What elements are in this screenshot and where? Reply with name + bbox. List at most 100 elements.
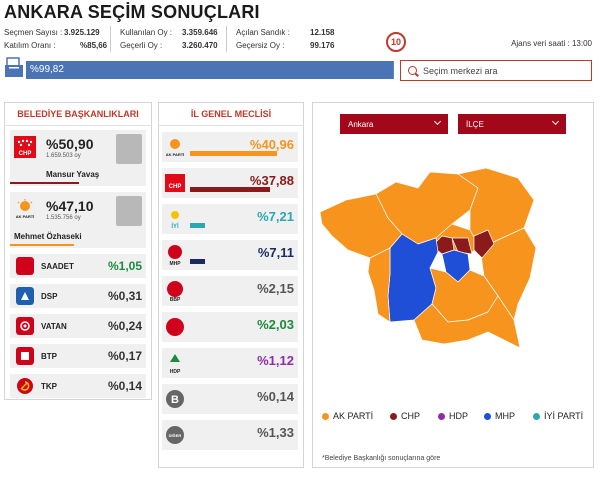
legend-chp: CHP xyxy=(390,411,420,421)
council-row-mhp[interactable]: MHP %7,11 xyxy=(162,240,298,270)
candidate-card-mansur-yavas[interactable]: CHP %50,90 1.659.503 oy Mansur Yavaş xyxy=(10,130,146,186)
chevron-down-icon xyxy=(433,117,442,126)
council-panel-title: İL GENEL MECLİSİ xyxy=(158,102,304,126)
dsp-logo-icon xyxy=(16,287,34,305)
stat-gecerli: Geçerli Oy : xyxy=(120,41,163,50)
tkp-hammer-sickle-icon xyxy=(17,378,33,394)
bagimsiz-logo-icon: B xyxy=(166,390,184,408)
party-name: VATAN xyxy=(41,322,67,331)
ankara-district-map[interactable] xyxy=(318,164,588,360)
svg-text:AK PARTİ: AK PARTİ xyxy=(16,214,35,219)
refresh-countdown[interactable]: 10 xyxy=(386,32,406,52)
district-select[interactable]: İLÇE xyxy=(458,114,566,134)
council-percentage: %40,96 xyxy=(249,137,294,152)
council-percentage: %2,15 xyxy=(257,281,294,296)
legend-dot xyxy=(438,413,445,420)
divider xyxy=(226,26,227,52)
candidate-share-bar xyxy=(10,244,74,246)
council-percentage: %0,14 xyxy=(257,389,294,404)
vatan-logo-icon xyxy=(16,317,34,335)
party-percentage: %1,05 xyxy=(107,259,142,273)
party-percentage: %0,14 xyxy=(107,379,142,393)
mayor-panel-title: BELEDİYE BAŞKANLIKLARI xyxy=(4,102,152,126)
council-row-hdp[interactable]: HDP %1,12 xyxy=(162,348,298,378)
candidate-percentage: %50,90 xyxy=(46,136,94,152)
party-row-vatan[interactable]: VATAN %0,24 xyxy=(10,314,146,338)
stat-kullanilan: Kullanılan Oy : xyxy=(120,28,173,37)
council-row-ak-parti[interactable]: AK PARTİ %40,96 xyxy=(162,132,298,162)
ballot-progress-text: %99,82 xyxy=(30,64,64,75)
chevron-down-icon xyxy=(551,117,560,126)
party-name: TKP xyxy=(41,382,57,391)
province-select[interactable]: Ankara xyxy=(340,114,448,134)
council-percentage: %1,12 xyxy=(257,353,294,368)
council-percentage: %7,11 xyxy=(257,245,294,260)
council-percentage: %1,33 xyxy=(257,425,294,440)
council-row-iyi[interactable]: İYİ %7,21 xyxy=(162,204,298,234)
council-row-bbp[interactable]: BBP %2,15 xyxy=(162,276,298,306)
legend-dot xyxy=(484,413,491,420)
svg-text:AK PARTİ: AK PARTİ xyxy=(166,152,185,157)
search-input[interactable]: Seçim merkezi ara xyxy=(400,60,592,81)
legend-dot xyxy=(533,413,540,420)
saadet-logo-icon xyxy=(16,257,34,275)
stat-gecersiz-value: 99.176 xyxy=(310,41,335,50)
council-row-chp[interactable]: CHP %37,88 xyxy=(162,168,298,198)
party-name: DSP xyxy=(41,292,58,301)
party-percentage: %0,31 xyxy=(107,289,142,303)
ballot-box-icon xyxy=(5,57,23,77)
party-row-btp[interactable]: BTP %0,17 xyxy=(10,344,146,368)
ak-parti-logo-icon: AK PARTİ xyxy=(166,139,185,157)
council-percentage: %37,88 xyxy=(249,173,294,188)
council-share-bar xyxy=(190,259,205,264)
party-name: BTP xyxy=(41,352,57,361)
candidate-percentage: %47,10 xyxy=(46,198,94,214)
diger-logo-icon: DİĞER xyxy=(166,426,184,444)
map-panel xyxy=(312,102,594,468)
stat-acilan: Açılan Sandık : xyxy=(236,28,290,37)
chp-logo-icon: CHP xyxy=(165,174,185,192)
ballot-progress-fill xyxy=(26,61,393,79)
saadet-logo-icon xyxy=(166,318,184,336)
search-placeholder: Seçim merkezi ara xyxy=(423,66,498,76)
svg-text:DİĞER: DİĞER xyxy=(169,433,182,438)
council-row-bagimsiz[interactable]: B %0,14 xyxy=(162,384,298,414)
stat-kullanilan-value: 3.359.646 xyxy=(182,28,218,37)
map-footnote: *Belediye Başkanlığı sonuçlarına göre xyxy=(322,455,441,462)
candidate-name: Mehmet Özhaseki xyxy=(14,232,82,241)
council-share-bar xyxy=(190,223,205,228)
stat-katilim: Katılım Oranı : xyxy=(4,41,56,50)
candidate-votes: 1.659.503 oy xyxy=(46,153,81,159)
council-percentage: %7,21 xyxy=(257,209,294,224)
chp-logo-icon: CHP xyxy=(14,136,36,158)
party-row-saadet[interactable]: SAADET %1,05 xyxy=(10,254,146,278)
map-district-east xyxy=(479,227,537,321)
legend-dot xyxy=(390,413,397,420)
legend-hdp: HDP xyxy=(438,411,468,421)
council-row-diger[interactable]: DİĞER %1,33 xyxy=(162,420,298,450)
divider xyxy=(110,26,111,52)
search-icon xyxy=(408,66,417,75)
hdp-logo-icon: HDP xyxy=(170,354,181,374)
btp-logo-icon xyxy=(16,347,34,365)
council-row-saadet[interactable]: %2,03 xyxy=(162,312,298,342)
candidate-card-mehmet-ozhaseki[interactable]: AK PARTİ %47,10 1.535.756 oy Mehmet Özha… xyxy=(10,192,146,248)
council-share-bar xyxy=(190,187,270,192)
legend-ak-parti: AK PARTİ xyxy=(322,411,373,421)
stat-gecerli-value: 3.260.470 xyxy=(182,41,218,50)
svg-text:B: B xyxy=(171,394,179,406)
party-row-dsp[interactable]: DSP %0,31 xyxy=(10,284,146,308)
party-row-tkp[interactable]: TKP %0,14 xyxy=(10,374,146,398)
candidate-name: Mansur Yavaş xyxy=(46,170,100,179)
stat-gecersiz: Geçersiz Oy : xyxy=(236,41,285,50)
council-panel xyxy=(158,102,304,468)
province-select-value: Ankara xyxy=(348,120,374,129)
svg-text:CHP: CHP xyxy=(19,151,32,157)
mayor-panel xyxy=(4,102,152,400)
legend-iyi-parti: İYİ PARTİ xyxy=(533,411,583,421)
candidate-photo xyxy=(116,196,142,226)
svg-text:CHP: CHP xyxy=(169,184,182,190)
svg-text:HDP: HDP xyxy=(170,369,181,374)
stat-secmen-value: 3.925.129 xyxy=(64,28,100,37)
council-percentage: %2,03 xyxy=(257,317,294,332)
